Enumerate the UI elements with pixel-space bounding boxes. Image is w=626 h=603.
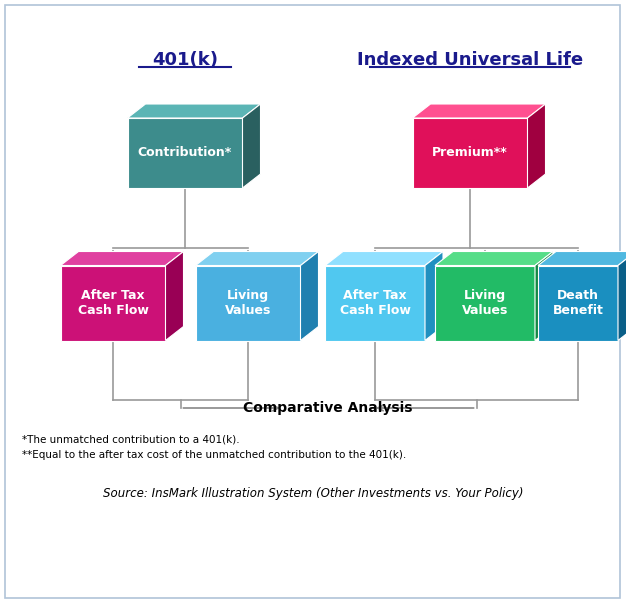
Polygon shape bbox=[325, 265, 425, 341]
Polygon shape bbox=[61, 265, 165, 341]
Polygon shape bbox=[128, 118, 242, 188]
Text: 401(k): 401(k) bbox=[152, 51, 218, 69]
Polygon shape bbox=[618, 251, 626, 341]
Text: Indexed Universal Life: Indexed Universal Life bbox=[357, 51, 583, 69]
Polygon shape bbox=[538, 265, 618, 341]
Text: Source: InsMark Illustration System (Other Investments vs. Your Policy): Source: InsMark Illustration System (Oth… bbox=[103, 487, 523, 499]
Polygon shape bbox=[435, 265, 535, 341]
Polygon shape bbox=[242, 104, 260, 188]
Polygon shape bbox=[195, 251, 319, 265]
Polygon shape bbox=[165, 251, 183, 341]
Polygon shape bbox=[300, 251, 319, 341]
Polygon shape bbox=[435, 251, 553, 265]
Text: **Equal to the after tax cost of the unmatched contribution to the 401(k).: **Equal to the after tax cost of the unm… bbox=[22, 450, 406, 460]
Text: After Tax
Cash Flow: After Tax Cash Flow bbox=[78, 289, 148, 317]
Text: Living
Values: Living Values bbox=[225, 289, 271, 317]
Polygon shape bbox=[128, 104, 260, 118]
Polygon shape bbox=[528, 104, 545, 188]
Polygon shape bbox=[413, 104, 545, 118]
Text: Contribution*: Contribution* bbox=[138, 147, 232, 160]
Text: After Tax
Cash Flow: After Tax Cash Flow bbox=[339, 289, 411, 317]
Polygon shape bbox=[195, 265, 300, 341]
Polygon shape bbox=[535, 251, 553, 341]
Polygon shape bbox=[425, 251, 443, 341]
Text: Death
Benefit: Death Benefit bbox=[553, 289, 603, 317]
Polygon shape bbox=[325, 251, 443, 265]
Polygon shape bbox=[61, 251, 183, 265]
Polygon shape bbox=[413, 118, 528, 188]
Text: Premium**: Premium** bbox=[432, 147, 508, 160]
Text: *The unmatched contribution to a 401(k).: *The unmatched contribution to a 401(k). bbox=[22, 435, 240, 445]
Text: Living
Values: Living Values bbox=[462, 289, 508, 317]
Text: Comparative Analysis: Comparative Analysis bbox=[244, 401, 413, 415]
Polygon shape bbox=[538, 251, 626, 265]
